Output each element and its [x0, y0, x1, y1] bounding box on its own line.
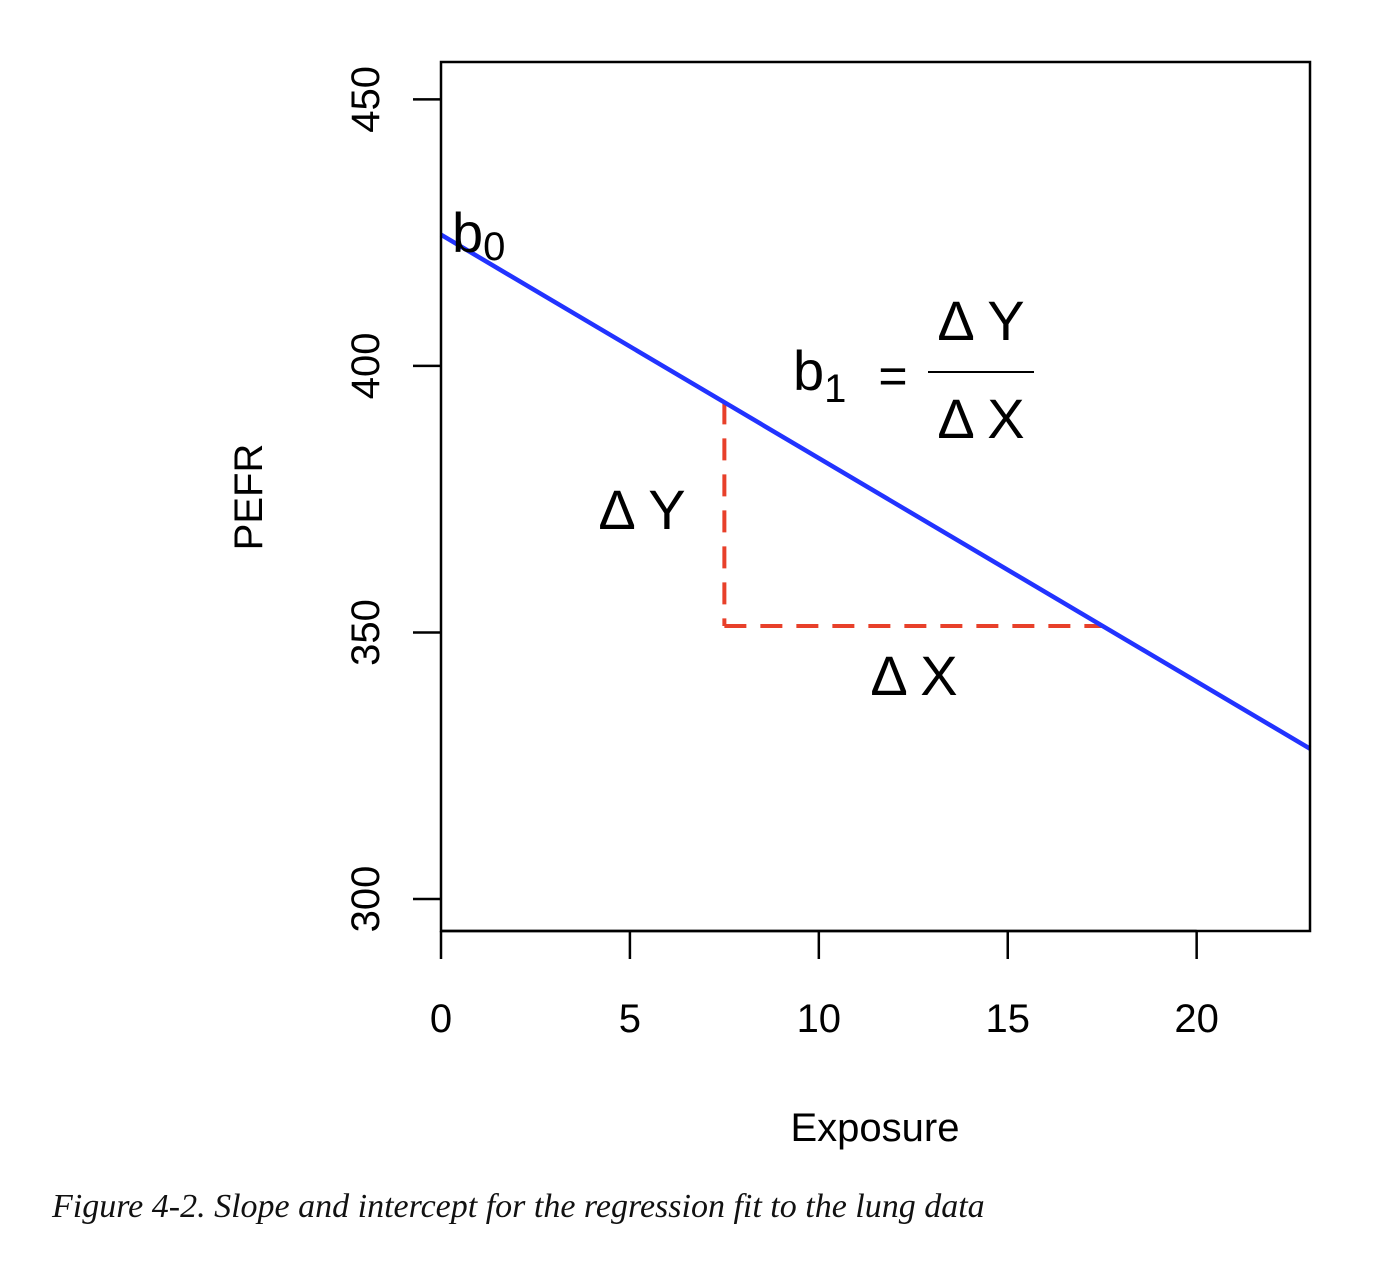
x-tick-label: 0	[430, 997, 452, 1041]
x-tick-label: 5	[619, 997, 641, 1041]
figure-caption: Figure 4-2. Slope and intercept for the …	[52, 1188, 985, 1225]
intercept-subscript: 0	[483, 225, 505, 269]
y-tick-label: 350	[344, 599, 388, 666]
y-tick-label: 300	[344, 866, 388, 933]
regression-line	[439, 232, 1312, 751]
y-tick-label: 450	[344, 66, 388, 133]
slope-subscript: 1	[824, 367, 846, 411]
fraction-numerator: Δ Y	[937, 289, 1024, 352]
fraction-denominator: Δ X	[937, 387, 1024, 450]
x-tick-label: 20	[1174, 997, 1219, 1041]
x-tick-label: 10	[797, 997, 842, 1041]
plot-frame	[439, 60, 1312, 933]
delta-y-label: Δ Y	[598, 478, 685, 541]
x-axis-label: Exposure	[791, 1106, 960, 1150]
y-axis-label: PEFR	[227, 444, 271, 551]
intercept-label: b0	[452, 201, 505, 269]
intercept-letter: b	[452, 201, 483, 264]
x-tick-label: 15	[985, 997, 1030, 1041]
equals-sign: =	[878, 348, 907, 404]
lines-layer	[439, 232, 1312, 751]
slope-label: b1	[793, 339, 846, 411]
y-tick-label: 400	[344, 333, 388, 400]
delta-x-label: Δ X	[870, 644, 957, 707]
slope-letter: b	[793, 339, 824, 402]
